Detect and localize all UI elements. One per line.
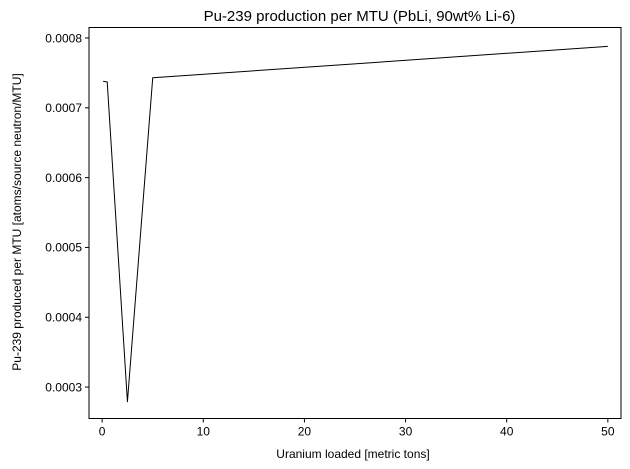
chart-title: Pu-239 production per MTU (PbLi, 90wt% L… [204,8,516,25]
x-tick-label: 0 [99,425,106,439]
y-axis: 0.0003 0.0004 0.0005 0.0006 0.0007 0.0008 [45,31,89,394]
x-tick-label: 50 [601,425,615,439]
x-tick-label: 40 [500,425,514,439]
x-tick-label: 20 [298,425,312,439]
y-tick-label: 0.0007 [45,101,82,115]
plot-area [103,45,608,403]
series-line-0 [103,45,608,403]
y-tick-label: 0.0006 [45,171,82,185]
plot-frame [88,27,622,419]
x-tick-label: 30 [399,425,413,439]
x-axis-label: Uranium loaded [metric tons] [276,447,429,461]
y-tick-label: 0.0004 [45,311,82,325]
y-axis-label: Pu-239 produced per MTU [atoms/source ne… [10,73,24,370]
y-tick-label: 0.0008 [45,31,82,45]
y-tick-label: 0.0003 [45,380,82,394]
x-tick-label: 10 [197,425,211,439]
y-tick-label: 0.0005 [45,241,82,255]
x-axis: 0 10 20 30 40 50 [99,418,615,439]
